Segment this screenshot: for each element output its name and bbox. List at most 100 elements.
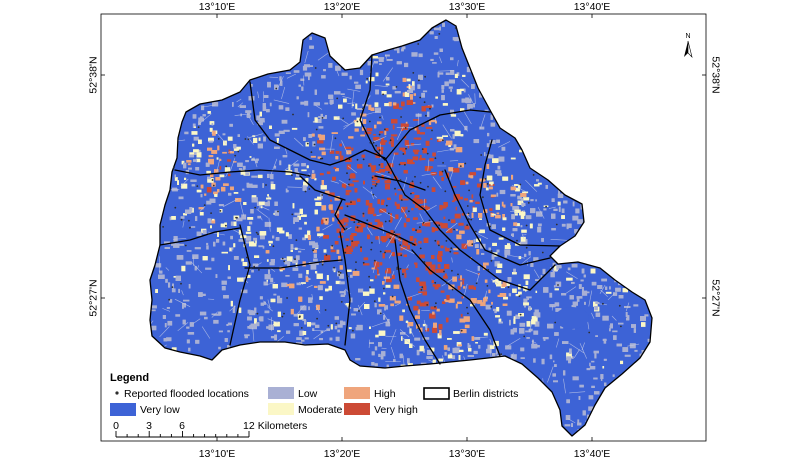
- raster-cell: [472, 200, 475, 202]
- raster-cell: [306, 165, 309, 169]
- raster-cell: [385, 166, 391, 171]
- raster-cell: [524, 305, 526, 308]
- flooded-location-dot: [162, 226, 165, 228]
- road-segment: [252, 327, 255, 342]
- raster-cell: [444, 273, 447, 277]
- raster-cell: [468, 344, 471, 348]
- raster-cell: [334, 316, 339, 320]
- raster-cell: [536, 211, 543, 217]
- road-segment: [468, 94, 474, 104]
- raster-cell: [405, 121, 408, 126]
- raster-cell: [595, 302, 600, 304]
- raster-cell: [557, 193, 564, 198]
- flooded-location-dot: [398, 163, 401, 166]
- raster-cell: [207, 147, 213, 151]
- raster-cell: [423, 348, 425, 353]
- raster-cell: [257, 121, 263, 126]
- raster-cell: [464, 198, 468, 201]
- raster-cell: [502, 303, 508, 306]
- flooded-location-dot: [373, 259, 376, 262]
- district-boundary: [334, 199, 346, 231]
- raster-cell: [412, 81, 415, 86]
- raster-cell: [487, 154, 494, 159]
- raster-cell: [393, 103, 399, 109]
- raster-cell: [264, 310, 270, 314]
- raster-cell: [164, 241, 171, 245]
- raster-cell: [277, 139, 279, 143]
- raster-cell: [452, 347, 459, 354]
- district-boundary: [479, 139, 561, 247]
- raster-cell: [166, 307, 170, 309]
- raster-cell: [593, 350, 599, 354]
- raster-cell: [194, 247, 201, 250]
- flooded-location-dot: [207, 233, 210, 235]
- raster-cell: [285, 188, 288, 193]
- raster-cell: [403, 254, 407, 257]
- raster-cell: [383, 292, 386, 295]
- raster-cell: [253, 237, 258, 241]
- raster-cell: [580, 204, 583, 210]
- road-segment: [416, 221, 434, 224]
- raster-cell: [380, 141, 386, 145]
- raster-cell: [473, 139, 480, 144]
- raster-cell: [430, 267, 435, 273]
- raster-cell: [338, 255, 341, 262]
- flooded-location-dot: [422, 221, 425, 224]
- road-segment: [257, 91, 259, 99]
- raster-cell: [198, 117, 204, 122]
- road-segment: [579, 343, 587, 359]
- road-segment: [461, 79, 470, 88]
- raster-cell: [476, 249, 480, 255]
- raster-cell: [402, 309, 405, 313]
- raster-cell: [359, 69, 364, 76]
- raster-cell: [233, 221, 237, 226]
- raster-cell: [379, 150, 384, 155]
- raster-cell: [441, 89, 444, 93]
- road-segment: [315, 104, 323, 110]
- raster-cell: [368, 203, 373, 208]
- raster-cell: [554, 332, 559, 336]
- raster-cell: [453, 331, 460, 334]
- raster-cell: [537, 223, 542, 227]
- raster-cell: [343, 217, 349, 223]
- raster-cell: [431, 173, 436, 176]
- raster-cell: [227, 322, 232, 326]
- raster-cell: [429, 313, 436, 319]
- raster-cell: [572, 201, 575, 207]
- scale-end-label: 12 Kilometers: [243, 420, 307, 432]
- raster-cell: [227, 276, 231, 279]
- raster-cell: [375, 275, 377, 279]
- raster-cell: [454, 38, 459, 42]
- raster-cell: [257, 174, 263, 179]
- district-boundary: [249, 81, 331, 166]
- flooded-location-dot: [484, 178, 487, 180]
- road-segment: [177, 322, 189, 332]
- raster-cell: [330, 245, 334, 250]
- raster-cell: [447, 354, 453, 359]
- road-segment: [281, 86, 286, 100]
- raster-cell: [367, 61, 372, 66]
- raster-cell: [410, 182, 414, 185]
- flooded-location-dot: [368, 275, 370, 278]
- legend-title: Legend: [110, 372, 149, 384]
- raster-cell: [198, 139, 202, 144]
- raster-cell: [311, 133, 315, 137]
- raster-cell: [571, 305, 577, 309]
- flooded-location-dot: [346, 245, 349, 247]
- raster-cell: [295, 177, 302, 180]
- road-segment: [569, 343, 585, 354]
- raster-cell: [328, 94, 334, 99]
- raster-cell: [585, 291, 590, 294]
- raster-cell: [159, 270, 163, 274]
- raster-cell: [380, 201, 384, 205]
- raster-cell: [188, 167, 192, 170]
- raster-cell: [184, 131, 189, 135]
- raster-cell: [296, 96, 299, 100]
- raster-cell: [232, 102, 234, 107]
- raster-cell: [376, 146, 384, 151]
- raster-cell: [319, 338, 323, 341]
- flooded-location-dot: [217, 138, 220, 140]
- raster-cell: [577, 219, 583, 225]
- raster-cell: [390, 238, 395, 244]
